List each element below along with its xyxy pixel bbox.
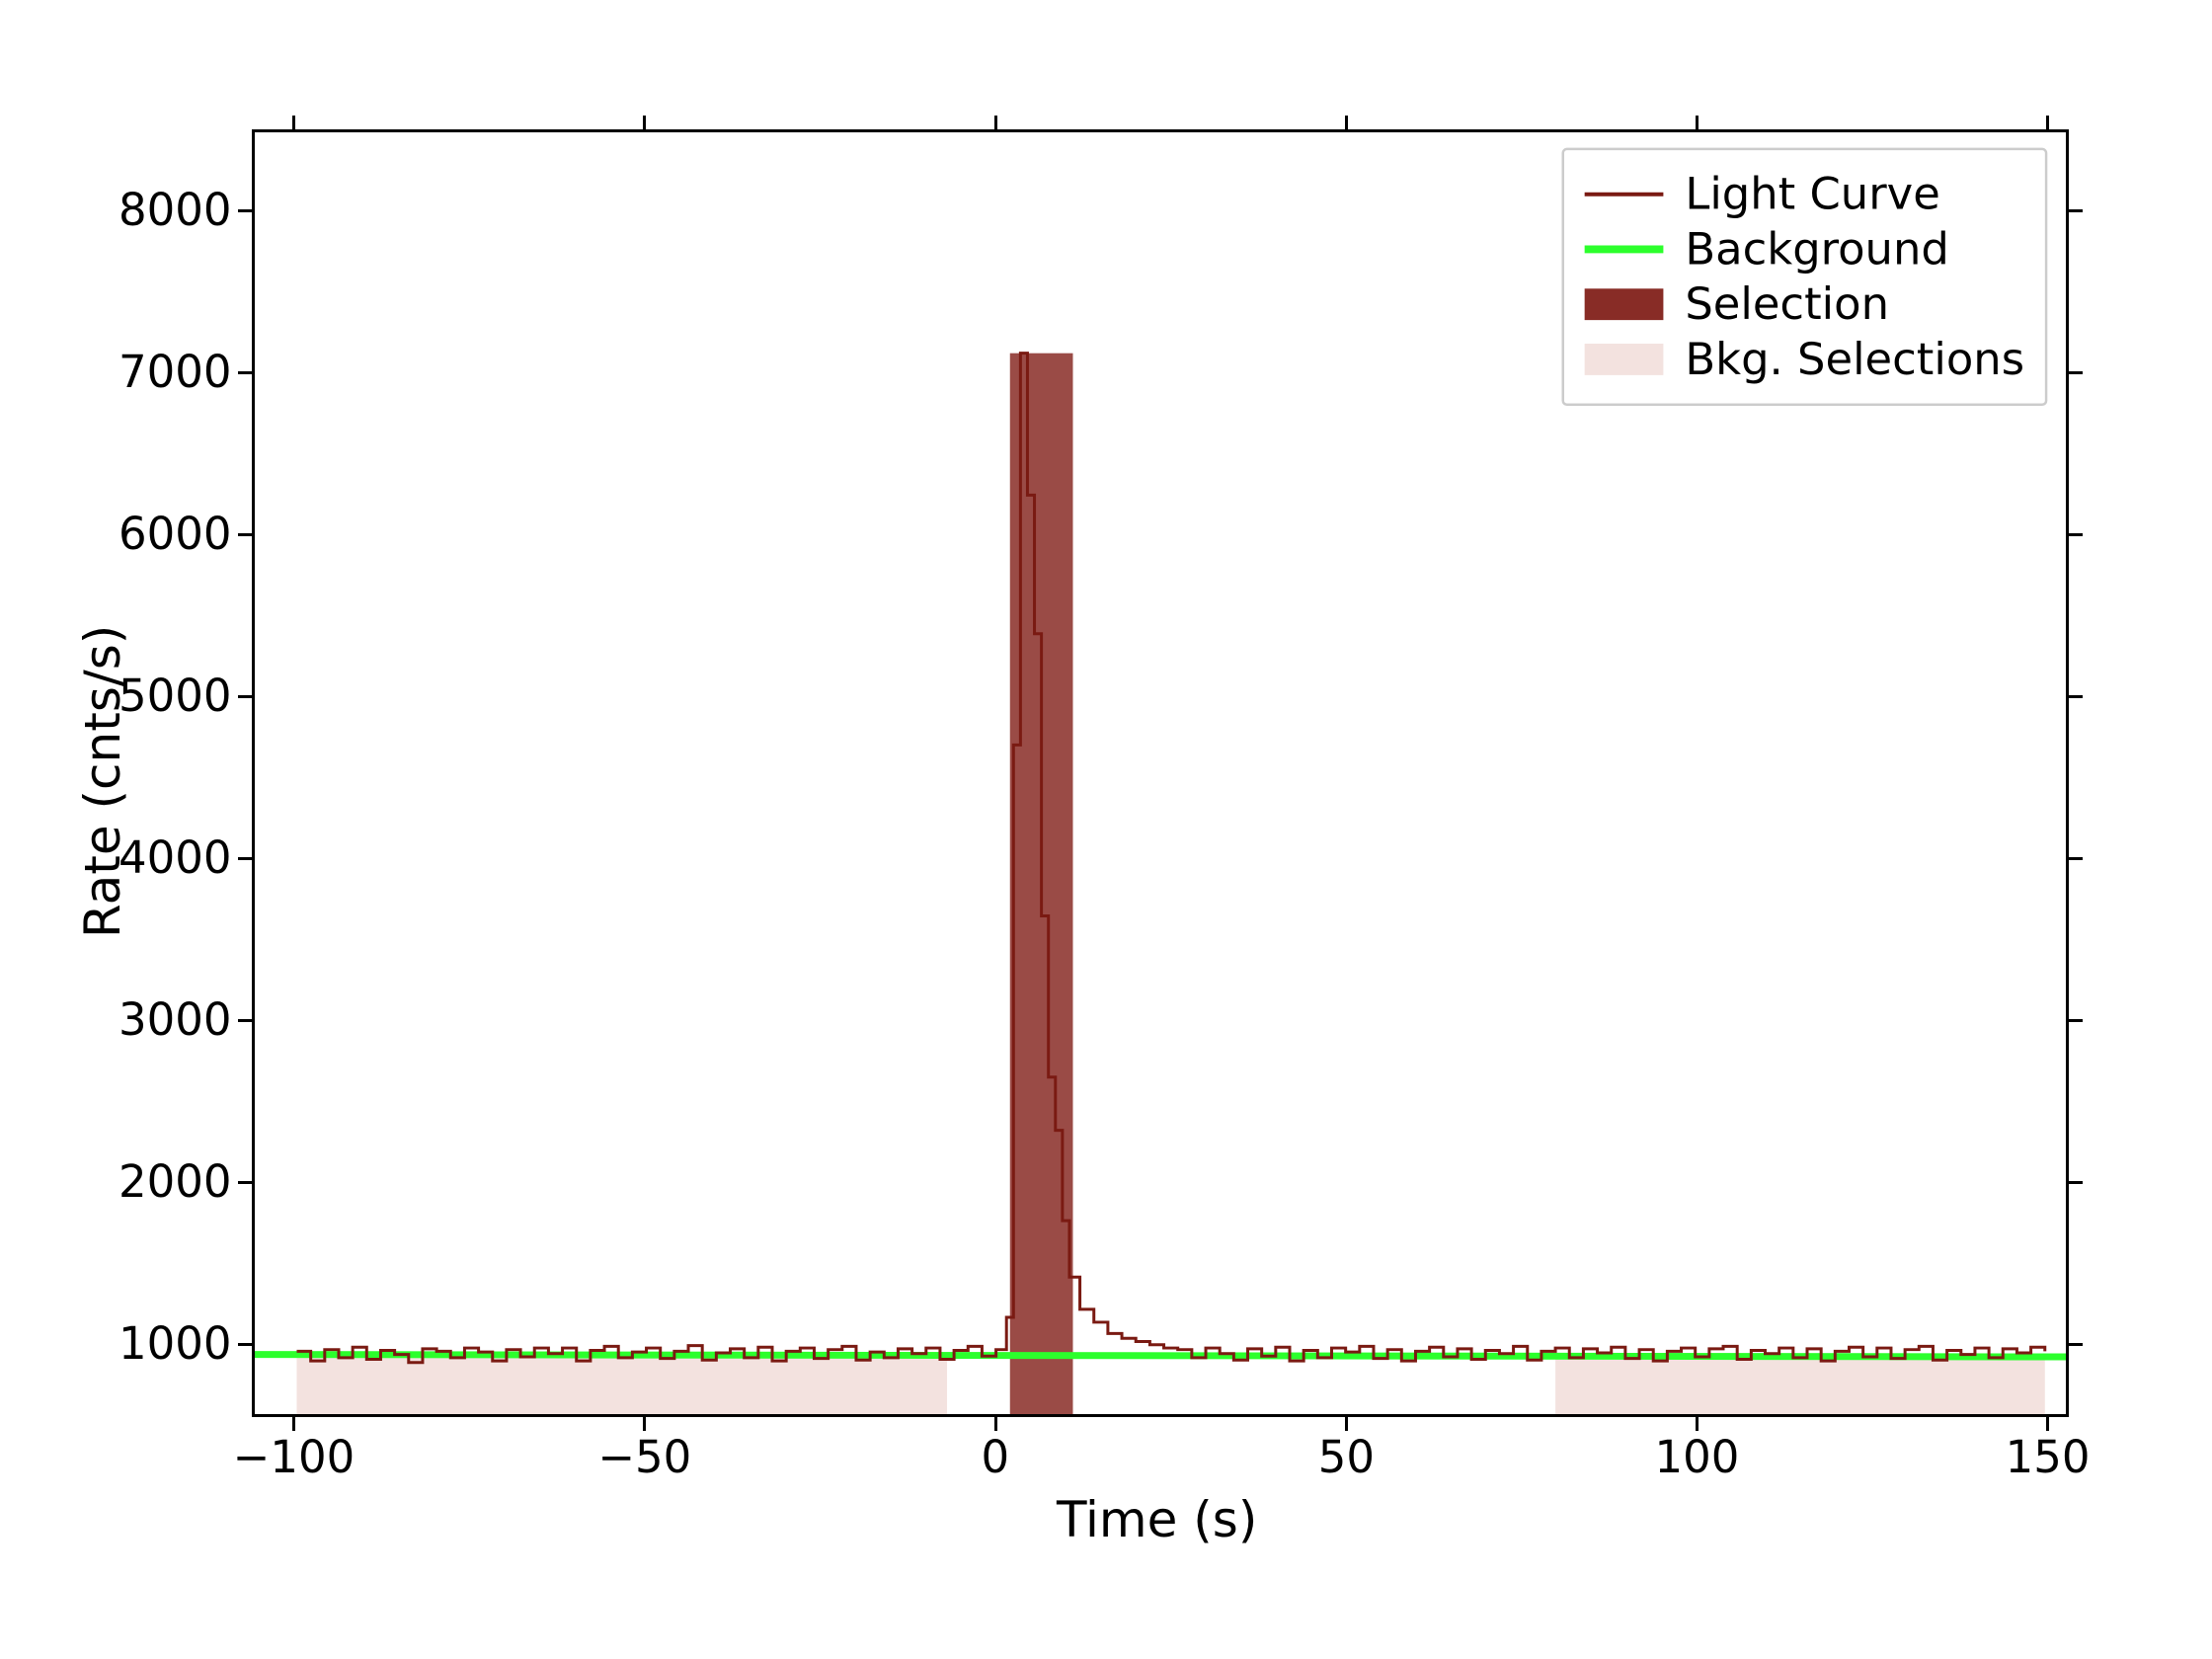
y-tick-mark bbox=[2069, 371, 2083, 374]
y-tick-mark bbox=[238, 1181, 252, 1184]
legend-label: Selection bbox=[1685, 277, 1889, 330]
y-tick-label: 7000 bbox=[118, 346, 232, 398]
x-tick-mark bbox=[1696, 1417, 1698, 1431]
x-tick-mark bbox=[292, 116, 295, 129]
legend-label: Light Curve bbox=[1685, 168, 1939, 220]
x-tick-mark bbox=[1345, 1417, 1348, 1431]
bkg-selection-region bbox=[296, 1355, 947, 1414]
x-axis-label: Time (s) bbox=[1057, 1491, 1257, 1548]
x-tick-label: −50 bbox=[597, 1431, 691, 1483]
y-tick-mark bbox=[2069, 695, 2083, 698]
y-tick-mark bbox=[238, 857, 252, 860]
legend-swatch-patch bbox=[1585, 344, 1664, 375]
x-tick-mark bbox=[994, 116, 997, 129]
y-tick-mark bbox=[2069, 1019, 2083, 1022]
y-tick-mark bbox=[2069, 209, 2083, 212]
plot-area: Light CurveBackgroundSelectionBkg. Selec… bbox=[252, 129, 2069, 1417]
legend-swatch-patch bbox=[1585, 288, 1664, 320]
y-tick-label: 3000 bbox=[118, 993, 232, 1046]
legend-label: Background bbox=[1685, 222, 1949, 275]
y-tick-mark bbox=[2069, 533, 2083, 536]
x-tick-label: −100 bbox=[233, 1431, 356, 1483]
y-tick-label: 5000 bbox=[118, 670, 232, 722]
y-tick-mark bbox=[238, 533, 252, 536]
x-tick-label: 150 bbox=[2006, 1431, 2091, 1483]
x-tick-label: 100 bbox=[1654, 1431, 1739, 1483]
y-tick-label: 1000 bbox=[118, 1317, 232, 1370]
y-tick-mark bbox=[238, 371, 252, 374]
y-tick-mark bbox=[238, 1019, 252, 1022]
y-tick-label: 4000 bbox=[118, 831, 232, 884]
y-tick-mark bbox=[238, 209, 252, 212]
x-tick-mark bbox=[2046, 116, 2049, 129]
x-tick-mark bbox=[1345, 116, 1348, 129]
x-tick-label: 0 bbox=[982, 1431, 1010, 1483]
y-tick-label: 2000 bbox=[118, 1155, 232, 1208]
figure: Rate (cnts/s) Time (s) Light CurveBackgr… bbox=[0, 0, 2212, 1659]
y-tick-mark bbox=[238, 1343, 252, 1346]
y-tick-mark bbox=[2069, 1181, 2083, 1184]
x-tick-mark bbox=[643, 1417, 646, 1431]
y-tick-mark bbox=[2069, 1343, 2083, 1346]
x-tick-mark bbox=[643, 116, 646, 129]
x-tick-mark bbox=[2046, 1417, 2049, 1431]
x-tick-mark bbox=[292, 1417, 295, 1431]
y-tick-mark bbox=[2069, 857, 2083, 860]
y-tick-label: 6000 bbox=[118, 508, 232, 560]
plot-svg: Light CurveBackgroundSelectionBkg. Selec… bbox=[255, 132, 2066, 1414]
x-tick-label: 50 bbox=[1318, 1431, 1375, 1483]
light-curve-line bbox=[296, 354, 2044, 1363]
y-tick-label: 8000 bbox=[118, 184, 232, 236]
x-tick-mark bbox=[1696, 116, 1698, 129]
bkg-selection-region bbox=[1555, 1356, 2045, 1414]
y-tick-mark bbox=[238, 695, 252, 698]
legend-label: Bkg. Selections bbox=[1685, 333, 2024, 385]
x-tick-mark bbox=[994, 1417, 997, 1431]
